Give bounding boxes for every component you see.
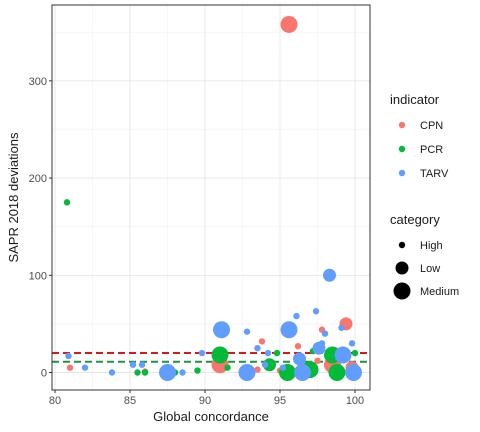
data-point-tarv	[238, 364, 256, 381]
x-axis-title: Global concordance	[153, 409, 269, 424]
data-point-tarv	[312, 308, 320, 315]
data-point-cpn	[254, 366, 261, 373]
data-point-pcr	[328, 364, 346, 381]
legend-key-pcr	[398, 145, 406, 153]
indicator-legend-title: indicator	[390, 92, 440, 107]
legend-label-medium: Medium	[420, 286, 459, 298]
x-tick-label: 85	[124, 395, 136, 407]
legend-size-key-high	[398, 241, 406, 249]
data-point-tarv	[345, 364, 362, 381]
data-point-pcr	[63, 199, 71, 206]
x-tick-label: 100	[346, 395, 364, 407]
grid-lines	[52, 5, 370, 390]
data-point-tarv	[294, 364, 311, 381]
data-points	[63, 15, 362, 381]
data-point-cpn	[280, 15, 298, 33]
data-point-tarv	[81, 364, 89, 371]
data-point-tarv	[108, 369, 116, 376]
axes: 80 85 90 95 100 0 100 200 300	[29, 76, 365, 407]
data-point-tarv	[129, 361, 137, 368]
legend-size-key-medium	[393, 282, 411, 300]
data-point-pcr	[263, 358, 276, 372]
data-point-cpn	[258, 338, 266, 345]
data-point-tarv	[179, 369, 186, 376]
y-tick-label: 200	[29, 173, 47, 185]
indicator-legend: indicator CPN PCR TARV	[390, 92, 449, 180]
data-point-pcr	[351, 349, 359, 357]
data-point-cpn	[314, 357, 321, 365]
data-point-pcr	[141, 369, 149, 376]
data-point-tarv	[138, 361, 146, 368]
legend-label-cpn: CPN	[420, 120, 443, 132]
plot-border	[51, 4, 371, 391]
data-point-tarv	[293, 352, 306, 366]
data-point-tarv	[348, 340, 356, 347]
data-point-tarv	[254, 344, 261, 352]
data-point-pcr	[273, 349, 281, 357]
x-tick-label: 95	[274, 395, 286, 407]
data-point-tarv	[321, 330, 329, 337]
category-legend: category High Low Medium	[390, 212, 459, 300]
legend-label-low: Low	[420, 263, 440, 275]
data-point-tarv	[159, 364, 176, 381]
legend-label-pcr: PCR	[420, 144, 443, 156]
data-point-tarv	[264, 349, 272, 357]
data-point-cpn	[66, 364, 74, 371]
y-tick-label: 100	[29, 270, 47, 282]
data-point-tarv	[198, 349, 206, 357]
data-point-pcr	[194, 367, 201, 374]
legend-label-tarv: TARV	[420, 168, 449, 180]
legend-label-high: High	[420, 240, 443, 252]
data-point-tarv	[312, 341, 326, 355]
data-point-pcr	[134, 369, 141, 376]
data-point-pcr	[224, 364, 231, 371]
data-point-tarv	[65, 352, 72, 360]
data-point-tarv	[338, 324, 345, 331]
data-point-pcr	[211, 346, 229, 364]
data-point-cpn	[294, 343, 302, 350]
y-axis-title: SAPR 2018 deviations	[6, 132, 21, 263]
data-point-tarv	[323, 268, 336, 282]
data-point-tarv	[293, 312, 300, 320]
legend-size-key-low	[395, 261, 409, 275]
data-point-tarv	[279, 364, 287, 371]
y-tick-label: 300	[29, 76, 47, 88]
data-point-tarv	[280, 321, 298, 339]
data-point-tarv	[213, 321, 230, 339]
x-tick-label: 90	[199, 395, 211, 407]
data-point-tarv	[243, 328, 251, 335]
data-point-tarv	[334, 346, 352, 364]
y-tick-label: 0	[41, 368, 47, 380]
category-legend-title: category	[390, 212, 440, 227]
legend-key-cpn	[398, 121, 406, 129]
plot-panel	[52, 5, 370, 390]
legend-key-tarv	[398, 169, 406, 177]
x-tick-label: 80	[49, 395, 61, 407]
data-point-tarv	[261, 361, 269, 368]
